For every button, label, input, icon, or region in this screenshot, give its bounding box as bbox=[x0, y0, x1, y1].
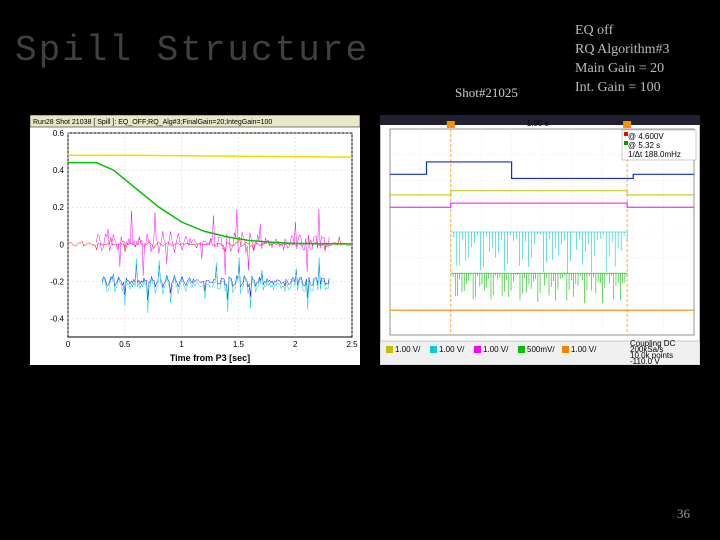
svg-text:1: 1 bbox=[179, 340, 184, 349]
svg-text:0.6: 0.6 bbox=[53, 129, 65, 138]
info-line-2: RQ Algorithm#3 bbox=[575, 41, 670, 60]
shot-label: Shot#21025 bbox=[455, 85, 518, 102]
svg-text:0: 0 bbox=[60, 240, 65, 249]
svg-text:@ 4.600V: @ 4.600V bbox=[628, 132, 664, 141]
right-chart: @ 4.600V@ 5.32 s1/Δt 188.0mHz 1.00 s 1.00 … bbox=[380, 115, 700, 365]
svg-text:1.00 V/: 1.00 V/ bbox=[439, 345, 465, 354]
svg-text:Time from P3 [sec]: Time from P3 [sec] bbox=[170, 353, 250, 363]
svg-text:500mV/: 500mV/ bbox=[527, 345, 555, 354]
svg-text:0: 0 bbox=[66, 340, 71, 349]
svg-text:0.5: 0.5 bbox=[119, 340, 131, 349]
svg-text:1.00 V/: 1.00 V/ bbox=[571, 345, 597, 354]
svg-text:1.00 V/: 1.00 V/ bbox=[483, 345, 509, 354]
svg-text:@ 5.32 s: @ 5.32 s bbox=[628, 141, 660, 150]
svg-text:0.4: 0.4 bbox=[53, 166, 65, 175]
left-chart-svg: Run28 Shot 21038 [ Spill ]: EQ_OFF;RQ_Al… bbox=[30, 115, 360, 365]
svg-text:2: 2 bbox=[293, 340, 298, 349]
svg-text:-0.4: -0.4 bbox=[50, 314, 64, 323]
svg-text:-110.0 V: -110.0 V bbox=[630, 357, 660, 365]
svg-text:1.00 V/: 1.00 V/ bbox=[395, 345, 421, 354]
page-title: Spill Structure bbox=[15, 30, 369, 71]
right-chart-svg: @ 4.600V@ 5.32 s1/Δt 188.0mHz 1.00 s 1.00 … bbox=[380, 115, 700, 365]
svg-text:1.00 s: 1.00 s bbox=[527, 119, 549, 128]
page-number: 36 bbox=[677, 506, 690, 522]
svg-text:1.5: 1.5 bbox=[233, 340, 245, 349]
shot-label-text: Shot#21025 bbox=[455, 85, 518, 100]
svg-text:2.5: 2.5 bbox=[346, 340, 358, 349]
info-line-3: Main Gain = 20 bbox=[575, 60, 670, 79]
info-block: EQ off RQ Algorithm#3 Main Gain = 20 Int… bbox=[575, 22, 670, 98]
info-line-1: EQ off bbox=[575, 22, 670, 41]
info-line-4: Int. Gain = 100 bbox=[575, 79, 670, 98]
svg-text:0.2: 0.2 bbox=[53, 203, 65, 212]
svg-text:1/Δt 188.0mHz: 1/Δt 188.0mHz bbox=[628, 150, 681, 159]
svg-text:Run28 Shot 21038 [ Spill ]: EQ: Run28 Shot 21038 [ Spill ]: EQ_OFF;RQ_Al… bbox=[33, 119, 272, 126]
svg-text:-0.2: -0.2 bbox=[50, 277, 64, 286]
left-chart: Run28 Shot 21038 [ Spill ]: EQ_OFF;RQ_Al… bbox=[30, 115, 360, 365]
